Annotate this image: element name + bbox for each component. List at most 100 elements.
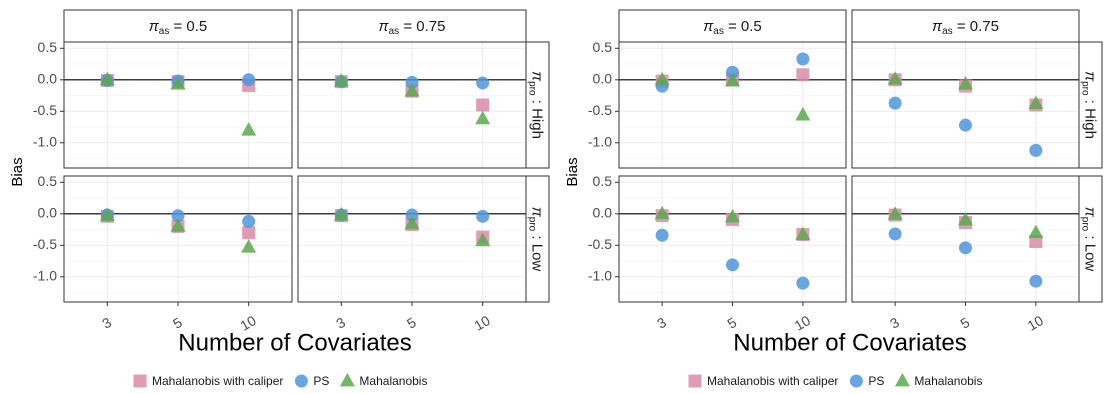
facet-figure-2: πas = 0.5 πas = 0.75 πpro : High πpro : Low…: [564, 9, 1103, 388]
y-tick-label: 0.0: [38, 205, 58, 221]
point-ps: [476, 76, 490, 90]
point-ps: [726, 65, 739, 79]
point-mahalanobis: [725, 72, 740, 87]
x-tick-label: 10: [1024, 312, 1046, 334]
column-strip: [297, 9, 527, 43]
y-tick-label: 0.5: [38, 39, 58, 55]
y-tick-label: -1.0: [588, 134, 612, 150]
point-mahalanobis: [99, 207, 115, 222]
point-mahalanobis: [170, 218, 186, 232]
row-strip-label: πpro : Low: [1080, 207, 1099, 272]
y-tick-label: 0.0: [38, 71, 58, 87]
point-ps: [1029, 143, 1043, 157]
legend-key-square: [688, 374, 702, 388]
y-tick-label: 0.0: [593, 205, 613, 221]
y-tick-label: -1.0: [33, 268, 57, 284]
point-ps: [888, 227, 902, 241]
column-strip-label: πas = 0.75: [932, 18, 999, 37]
panel: [297, 41, 527, 169]
legend-item: PS: [294, 374, 329, 388]
legend-label: Mahalanobis with caliper: [707, 374, 838, 388]
point-mahalanobis: [99, 71, 115, 86]
x-axis-title: Number of Covariates: [178, 329, 411, 356]
x-tick-label: 10: [237, 312, 259, 334]
point-mahalanobis-with-caliper: [242, 226, 256, 240]
point-mahalanobis: [241, 122, 257, 136]
x-tick-label: 3: [654, 314, 669, 332]
point-mahalanobis-with-caliper: [1029, 235, 1043, 249]
legend-item: Mahalanobis: [339, 372, 427, 388]
legend-label: Mahalanobis: [359, 374, 427, 388]
legend: Mahalanobis with caliper PS Mahalanobis: [688, 372, 982, 388]
point-ps: [405, 75, 419, 89]
panel-border: [297, 41, 527, 169]
legend-item: Mahalanobis with caliper: [133, 374, 283, 388]
point-mahalanobis: [475, 232, 491, 247]
panel: [851, 41, 1080, 169]
point-ps: [405, 208, 419, 222]
point-mahalanobis: [241, 239, 257, 253]
legend-item: Mahalanobis with caliper: [688, 374, 838, 388]
point-mahalanobis: [958, 212, 973, 226]
y-tick-label: -0.5: [33, 236, 57, 252]
column-strip: [618, 9, 847, 43]
point-ps: [959, 241, 972, 255]
y-tick-label: 0.5: [38, 173, 58, 189]
point-mahalanobis: [1028, 224, 1044, 239]
legend-item: Mahalanobis: [894, 372, 982, 388]
point-mahalanobis: [475, 110, 491, 125]
point-mahalanobis-with-caliper: [476, 98, 490, 112]
y-tick-label: -1.0: [588, 268, 612, 284]
legend: Mahalanobis with caliper PS Mahalanobis: [133, 372, 427, 388]
point-mahalanobis-with-caliper: [796, 68, 810, 82]
y-tick-label: 0.0: [593, 71, 613, 87]
y-tick-label: -0.5: [33, 102, 57, 118]
panel-border: [63, 41, 293, 169]
point-mahalanobis: [333, 206, 349, 221]
point-mahalanobis: [795, 226, 811, 240]
x-axis-title: Number of Covariates: [733, 329, 966, 356]
point-ps: [242, 73, 256, 87]
legend-label: PS: [868, 374, 884, 388]
point-mahalanobis: [170, 76, 186, 90]
panel-border: [618, 41, 847, 169]
point-mahalanobis: [958, 76, 973, 90]
point-ps: [476, 209, 490, 223]
point-mahalanobis: [333, 72, 349, 87]
panel: [63, 175, 293, 303]
y-tick-label: -0.5: [588, 236, 612, 252]
point-ps: [959, 118, 972, 132]
y-tick-label: 0.5: [593, 39, 613, 55]
facet-figure-1: πas = 0.5 πas = 0.75 πpro : High πpro : Low…: [9, 9, 550, 388]
point-ps: [242, 214, 256, 228]
column-strip-label: πas = 0.5: [149, 18, 208, 37]
y-tick-label: -1.0: [33, 134, 57, 150]
column-strip: [851, 9, 1080, 43]
point-mahalanobis: [1028, 95, 1044, 110]
point-ps: [726, 258, 739, 272]
point-mahalanobis: [654, 205, 670, 220]
legend-key-circle: [294, 374, 308, 388]
y-tick-label: 0.5: [593, 173, 613, 189]
x-tick-label: 10: [791, 312, 813, 334]
panel: [851, 175, 1080, 303]
panel: [618, 41, 847, 169]
point-mahalanobis: [795, 106, 811, 121]
panel-border: [851, 41, 1080, 169]
point-ps: [888, 96, 902, 110]
legend-key-square: [133, 374, 147, 388]
panel: [297, 175, 527, 303]
panel: [63, 41, 293, 169]
row-strip-label: πpro : Low: [527, 207, 546, 272]
point-ps: [796, 276, 810, 290]
column-strip-label: πas = 0.5: [703, 18, 762, 37]
y-axis-title: Bias: [9, 157, 26, 186]
point-ps: [796, 52, 810, 66]
point-mahalanobis: [887, 71, 903, 85]
point-mahalanobis: [654, 71, 670, 86]
point-ps: [655, 228, 669, 242]
row-strip-label: πpro : High: [1080, 71, 1099, 139]
legend-item: PS: [849, 374, 884, 388]
x-tick-label: 3: [99, 314, 114, 332]
